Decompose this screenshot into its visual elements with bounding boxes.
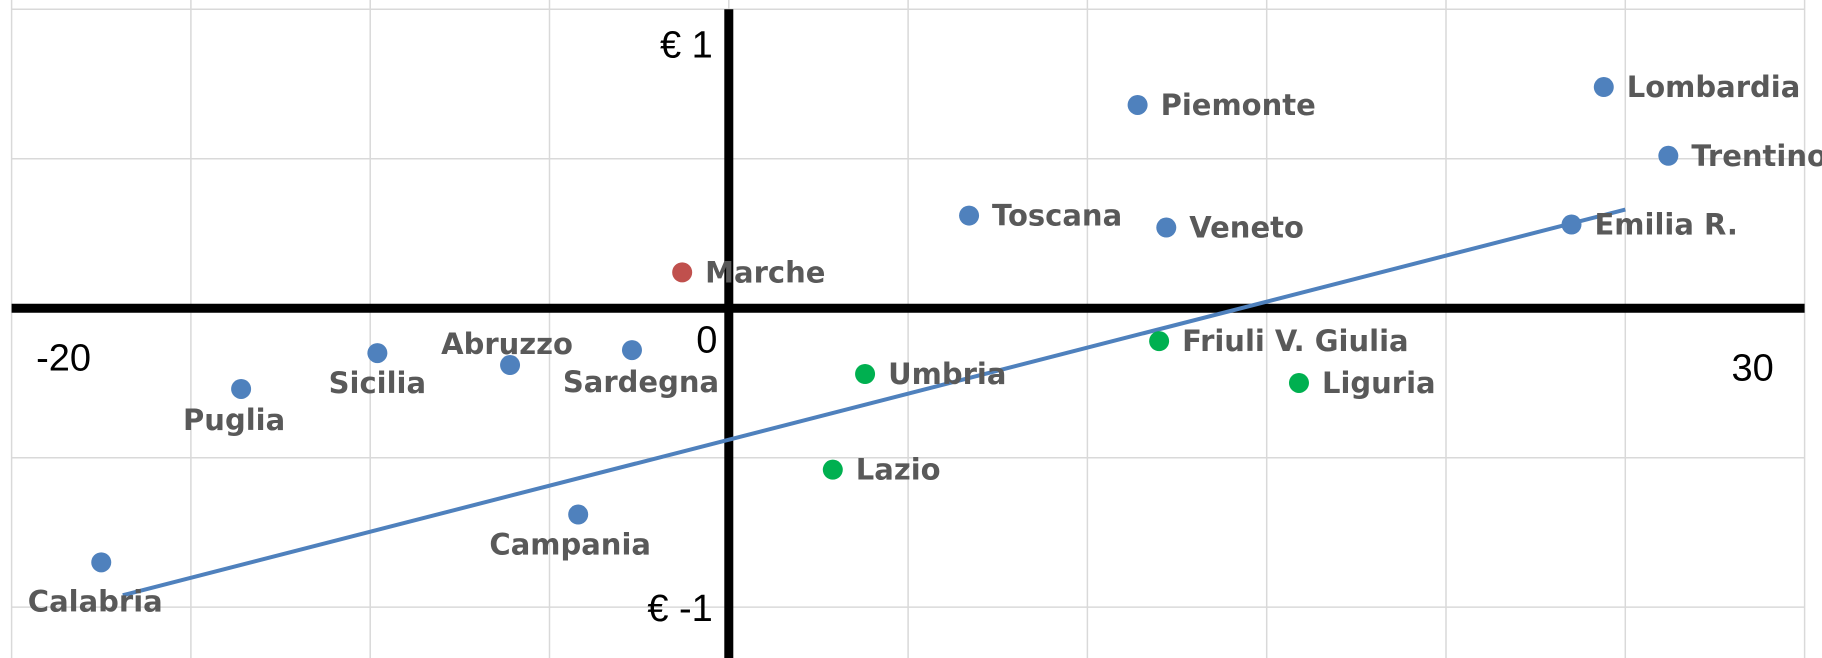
point-label: Veneto <box>1189 211 1304 245</box>
point <box>500 355 521 376</box>
point <box>568 504 589 525</box>
point <box>1288 372 1309 393</box>
point <box>959 205 980 226</box>
point <box>1149 331 1170 352</box>
x-tick-label: 30 <box>1731 347 1773 389</box>
point <box>231 378 252 399</box>
point-label: Emilia R. <box>1595 208 1738 242</box>
point-label: Campania <box>489 528 651 562</box>
point-label: Lazio <box>856 453 941 487</box>
point-label: Umbria <box>888 357 1006 391</box>
point-label: Sicilia <box>329 366 426 400</box>
point <box>1561 214 1582 235</box>
y-tick-label: € 1 <box>660 24 713 66</box>
point-label: Puglia <box>183 403 285 437</box>
point <box>621 340 642 361</box>
point <box>1593 77 1614 98</box>
point <box>672 262 693 283</box>
y-tick-label: € -1 <box>647 588 712 630</box>
point-label: Marche <box>705 255 825 289</box>
point-label: Trentino <box>1691 139 1822 173</box>
x-tick-label: 0 <box>696 319 717 361</box>
point <box>91 552 112 573</box>
point <box>1156 217 1177 238</box>
point <box>855 364 876 385</box>
point <box>367 343 388 364</box>
point-label: Sardegna <box>563 365 719 399</box>
point-label: Lombardia <box>1627 70 1801 104</box>
point-label: Calabria <box>28 584 163 618</box>
point-label: Friuli V. Giulia <box>1182 324 1408 358</box>
x-tick-label: -20 <box>36 337 91 379</box>
point <box>822 459 843 480</box>
point-label: Piemonte <box>1161 88 1316 122</box>
trendline <box>122 207 1626 598</box>
point-label: Liguria <box>1322 366 1436 400</box>
point <box>1658 145 1679 166</box>
point-label: Abruzzo <box>441 327 573 361</box>
point-label: Toscana <box>992 199 1122 233</box>
point <box>1127 94 1148 115</box>
